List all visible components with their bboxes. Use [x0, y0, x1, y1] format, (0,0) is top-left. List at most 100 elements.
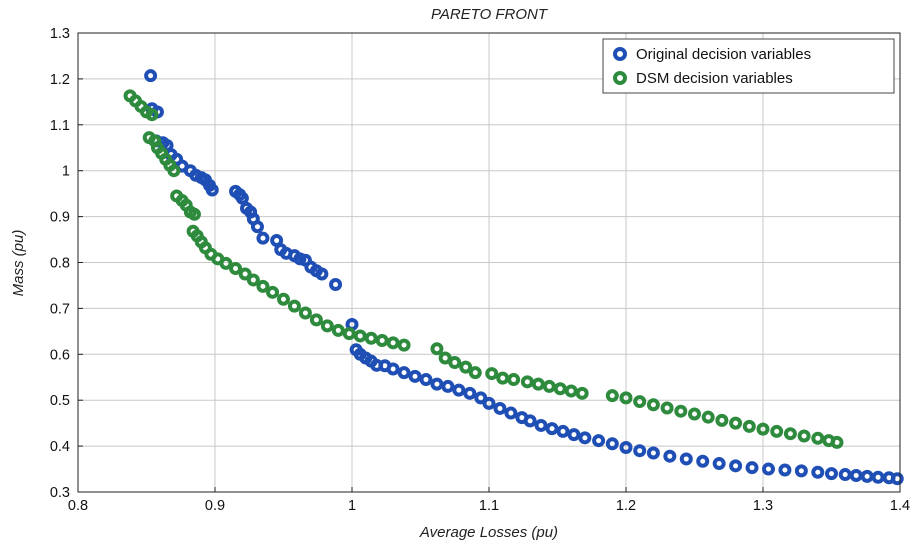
data-point	[493, 401, 507, 415]
data-point	[463, 386, 477, 400]
data-point	[605, 389, 619, 403]
data-point	[592, 434, 606, 448]
legend-marker-original	[613, 47, 627, 61]
series-1	[123, 89, 844, 449]
data-point	[531, 377, 545, 391]
data-point	[688, 407, 701, 421]
data-point	[256, 279, 270, 293]
y-tick-label: 0.5	[50, 393, 70, 409]
series-0	[144, 69, 904, 486]
data-point	[696, 454, 710, 468]
data-point	[564, 384, 578, 398]
legend-label-dsm: DSM decision variables	[636, 70, 793, 87]
data-point	[619, 391, 633, 405]
data-point	[633, 444, 647, 458]
data-point	[329, 278, 343, 292]
data-point	[256, 231, 270, 245]
data-point	[342, 327, 356, 341]
y-tick-label: 0.3	[50, 485, 70, 501]
x-axis-ticks: 0.8 0.9 1 1.1 1.2 1.3 1.4	[68, 487, 910, 514]
data-point	[729, 459, 743, 473]
data-point	[507, 373, 521, 387]
data-point	[778, 463, 792, 477]
data-point	[679, 452, 693, 466]
data-point	[811, 465, 825, 479]
x-tick-label: 1	[348, 498, 356, 514]
data-point	[556, 424, 570, 438]
data-point	[742, 419, 756, 433]
data-point	[745, 461, 759, 475]
data-point	[663, 449, 677, 463]
data-point	[364, 331, 378, 345]
data-point	[430, 342, 444, 356]
data-point	[633, 395, 647, 409]
x-axis-label: Average Losses (pu)	[419, 524, 558, 541]
x-tick-label: 1.3	[753, 498, 773, 514]
data-point	[468, 366, 482, 380]
data-point	[542, 379, 556, 393]
legend-box	[602, 38, 895, 94]
data-point	[167, 164, 181, 178]
data-point	[797, 429, 811, 443]
x-tick-label: 0.8	[68, 498, 88, 514]
data-point	[761, 462, 775, 476]
y-tick-label: 1	[62, 164, 70, 180]
data-point	[545, 422, 559, 436]
y-axis-ticks: 0.3 0.4 0.5 0.6 0.7 0.8 0.9 1 1.1 1.2 1.3	[50, 26, 83, 501]
data-point	[770, 424, 784, 438]
data-point	[448, 356, 462, 370]
data-point	[871, 470, 885, 484]
data-point	[452, 383, 466, 397]
data-point	[287, 299, 301, 313]
y-tick-label: 1.1	[50, 118, 70, 134]
data-point	[250, 220, 264, 234]
data-point	[187, 207, 201, 221]
x-tick-label: 1.2	[616, 498, 636, 514]
data-point	[266, 285, 280, 299]
data-point	[849, 468, 863, 482]
data-point	[567, 428, 581, 442]
data-point	[277, 292, 290, 306]
y-tick-label: 0.7	[50, 301, 70, 317]
data-point	[408, 369, 422, 383]
data-point	[238, 267, 252, 281]
data-point	[830, 435, 844, 449]
y-tick-label: 1.2	[50, 72, 70, 88]
data-point	[520, 375, 534, 389]
data-point	[811, 431, 825, 445]
data-point	[386, 336, 400, 350]
legend: Original decision variables DSM decision…	[602, 38, 895, 94]
data-point	[430, 377, 444, 391]
data-point	[397, 338, 411, 352]
data-point	[419, 373, 433, 387]
scatter-points	[123, 69, 904, 486]
x-tick-label: 0.9	[205, 498, 225, 514]
data-point	[756, 422, 770, 436]
data-point	[219, 256, 233, 270]
legend-marker-dsm	[613, 71, 627, 85]
data-point	[331, 323, 345, 337]
y-axis-label: Mass (pu)	[10, 230, 27, 297]
data-point	[145, 108, 159, 122]
data-point	[646, 446, 660, 460]
data-point	[794, 464, 808, 478]
legend-label-original: Original decision variables	[636, 46, 811, 63]
data-point	[783, 427, 797, 441]
data-point	[375, 334, 389, 348]
data-point	[386, 362, 400, 376]
data-point	[441, 379, 455, 393]
data-point	[298, 306, 312, 320]
data-point	[523, 414, 537, 428]
data-point	[619, 440, 633, 454]
data-point	[315, 267, 329, 281]
data-point	[860, 469, 874, 483]
data-point	[712, 457, 726, 471]
grid-lines	[78, 33, 900, 492]
data-point	[482, 396, 496, 410]
data-point	[205, 183, 219, 197]
data-point	[729, 416, 743, 430]
chart-title: PARETO FRONT	[431, 6, 549, 23]
data-point	[474, 391, 488, 405]
y-tick-label: 1.3	[50, 26, 70, 42]
